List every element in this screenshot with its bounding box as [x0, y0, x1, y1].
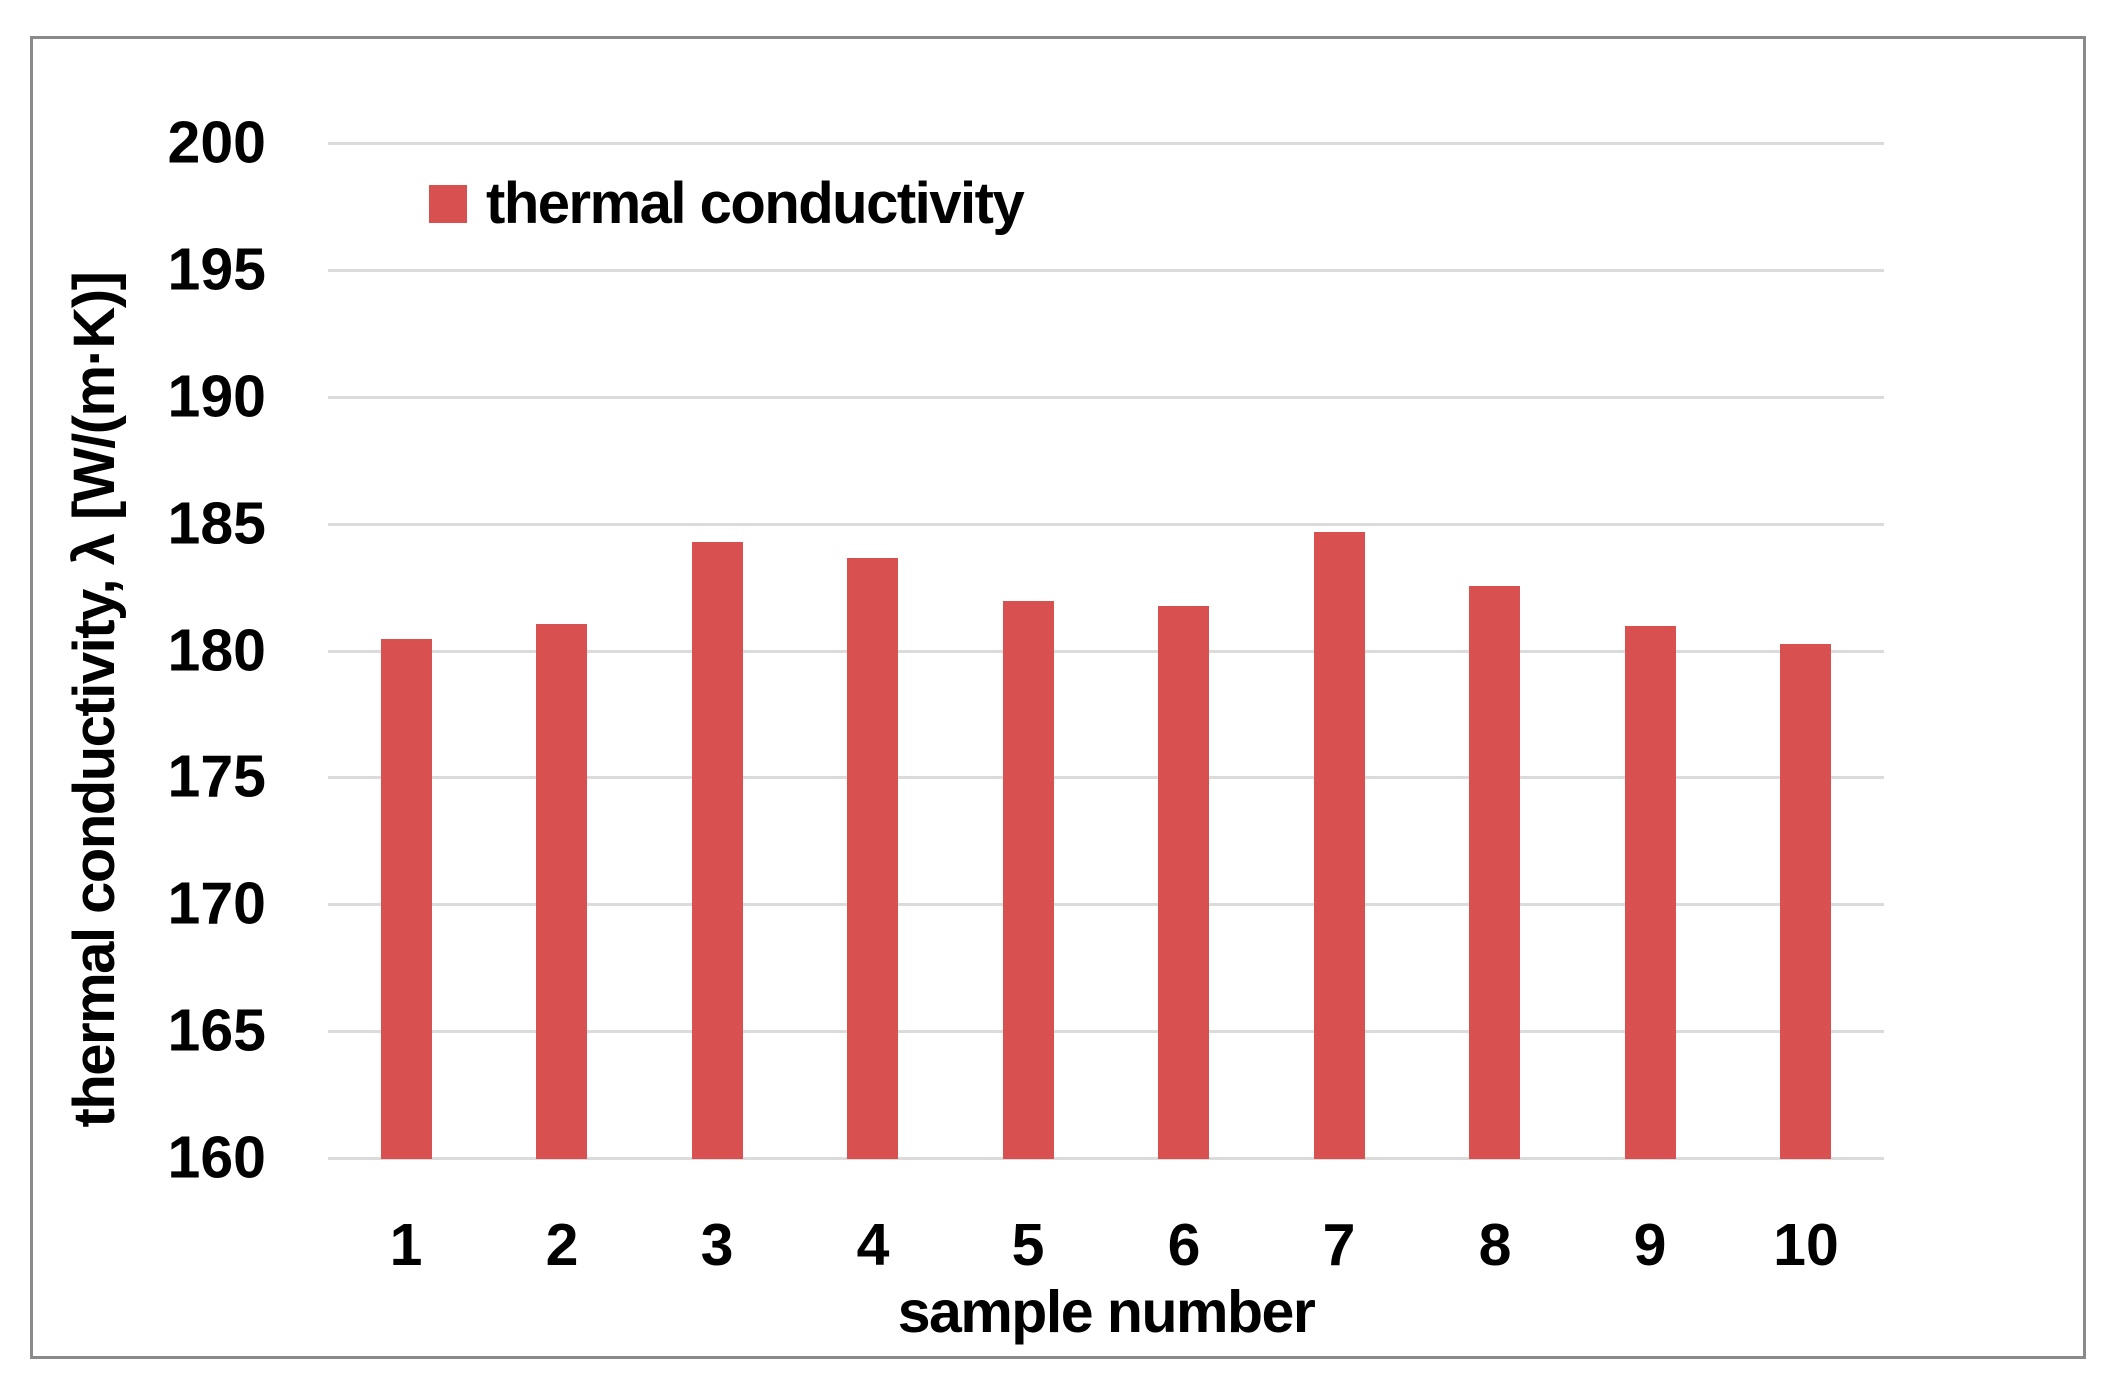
- legend-swatch: [429, 185, 467, 223]
- bar-sample-5: [1003, 601, 1054, 1159]
- x-tick-label: 10: [1773, 1212, 1839, 1278]
- bar-sample-4: [847, 558, 898, 1159]
- gridline: [328, 776, 1884, 779]
- y-tick-label: 200: [167, 109, 266, 176]
- x-tick-label: 6: [1167, 1212, 1201, 1278]
- bar-sample-1: [381, 639, 432, 1159]
- x-tick-label: 3: [700, 1212, 734, 1278]
- gridline: [328, 269, 1884, 272]
- plot-area: [328, 142, 1884, 1161]
- y-tick-label: 165: [167, 997, 266, 1064]
- bar-sample-6: [1158, 606, 1209, 1159]
- y-tick-label: 190: [167, 363, 266, 430]
- gridline: [328, 1157, 1884, 1160]
- x-tick-label: 2: [545, 1212, 579, 1278]
- y-tick-label: 185: [167, 490, 266, 557]
- y-axis-tick-labels: 200 195 190 185 180 175 170 165 160: [46, 113, 266, 1187]
- legend-label: thermal conductivity: [486, 171, 1025, 236]
- x-tick-label: 8: [1478, 1212, 1512, 1278]
- x-tick-label: 5: [1011, 1212, 1045, 1278]
- x-tick-label: 4: [856, 1212, 890, 1278]
- x-axis-tick-labels: 1 2 3 4 5 6 7 8 9 10: [0, 1216, 2121, 1286]
- gridline: [328, 396, 1884, 399]
- bar-sample-10: [1780, 644, 1831, 1159]
- gridline: [328, 142, 1884, 145]
- x-axis-title: sample number: [897, 1279, 1316, 1345]
- bar-sample-7: [1314, 532, 1365, 1159]
- gridline: [328, 523, 1884, 526]
- gridline: [328, 650, 1884, 653]
- bar-sample-8: [1469, 586, 1520, 1159]
- bar-sample-2: [536, 624, 587, 1159]
- x-tick-label: 7: [1322, 1212, 1356, 1278]
- x-tick-label: 9: [1633, 1212, 1667, 1278]
- gridline: [328, 903, 1884, 906]
- y-tick-label: 175: [167, 743, 266, 810]
- bar-sample-9: [1625, 626, 1676, 1159]
- chart-frame: [30, 36, 2086, 1359]
- bar-sample-3: [692, 542, 743, 1159]
- y-tick-label: 160: [167, 1124, 266, 1191]
- y-axis-title: thermal conductivity, λ [W/(m·K)]: [62, 272, 127, 1128]
- y-tick-label: 195: [167, 236, 266, 303]
- y-tick-label: 170: [167, 870, 266, 937]
- y-tick-label: 180: [167, 617, 266, 684]
- legend: thermal conductivity: [429, 171, 1025, 236]
- x-tick-label: 1: [389, 1212, 423, 1278]
- gridline: [328, 1030, 1884, 1033]
